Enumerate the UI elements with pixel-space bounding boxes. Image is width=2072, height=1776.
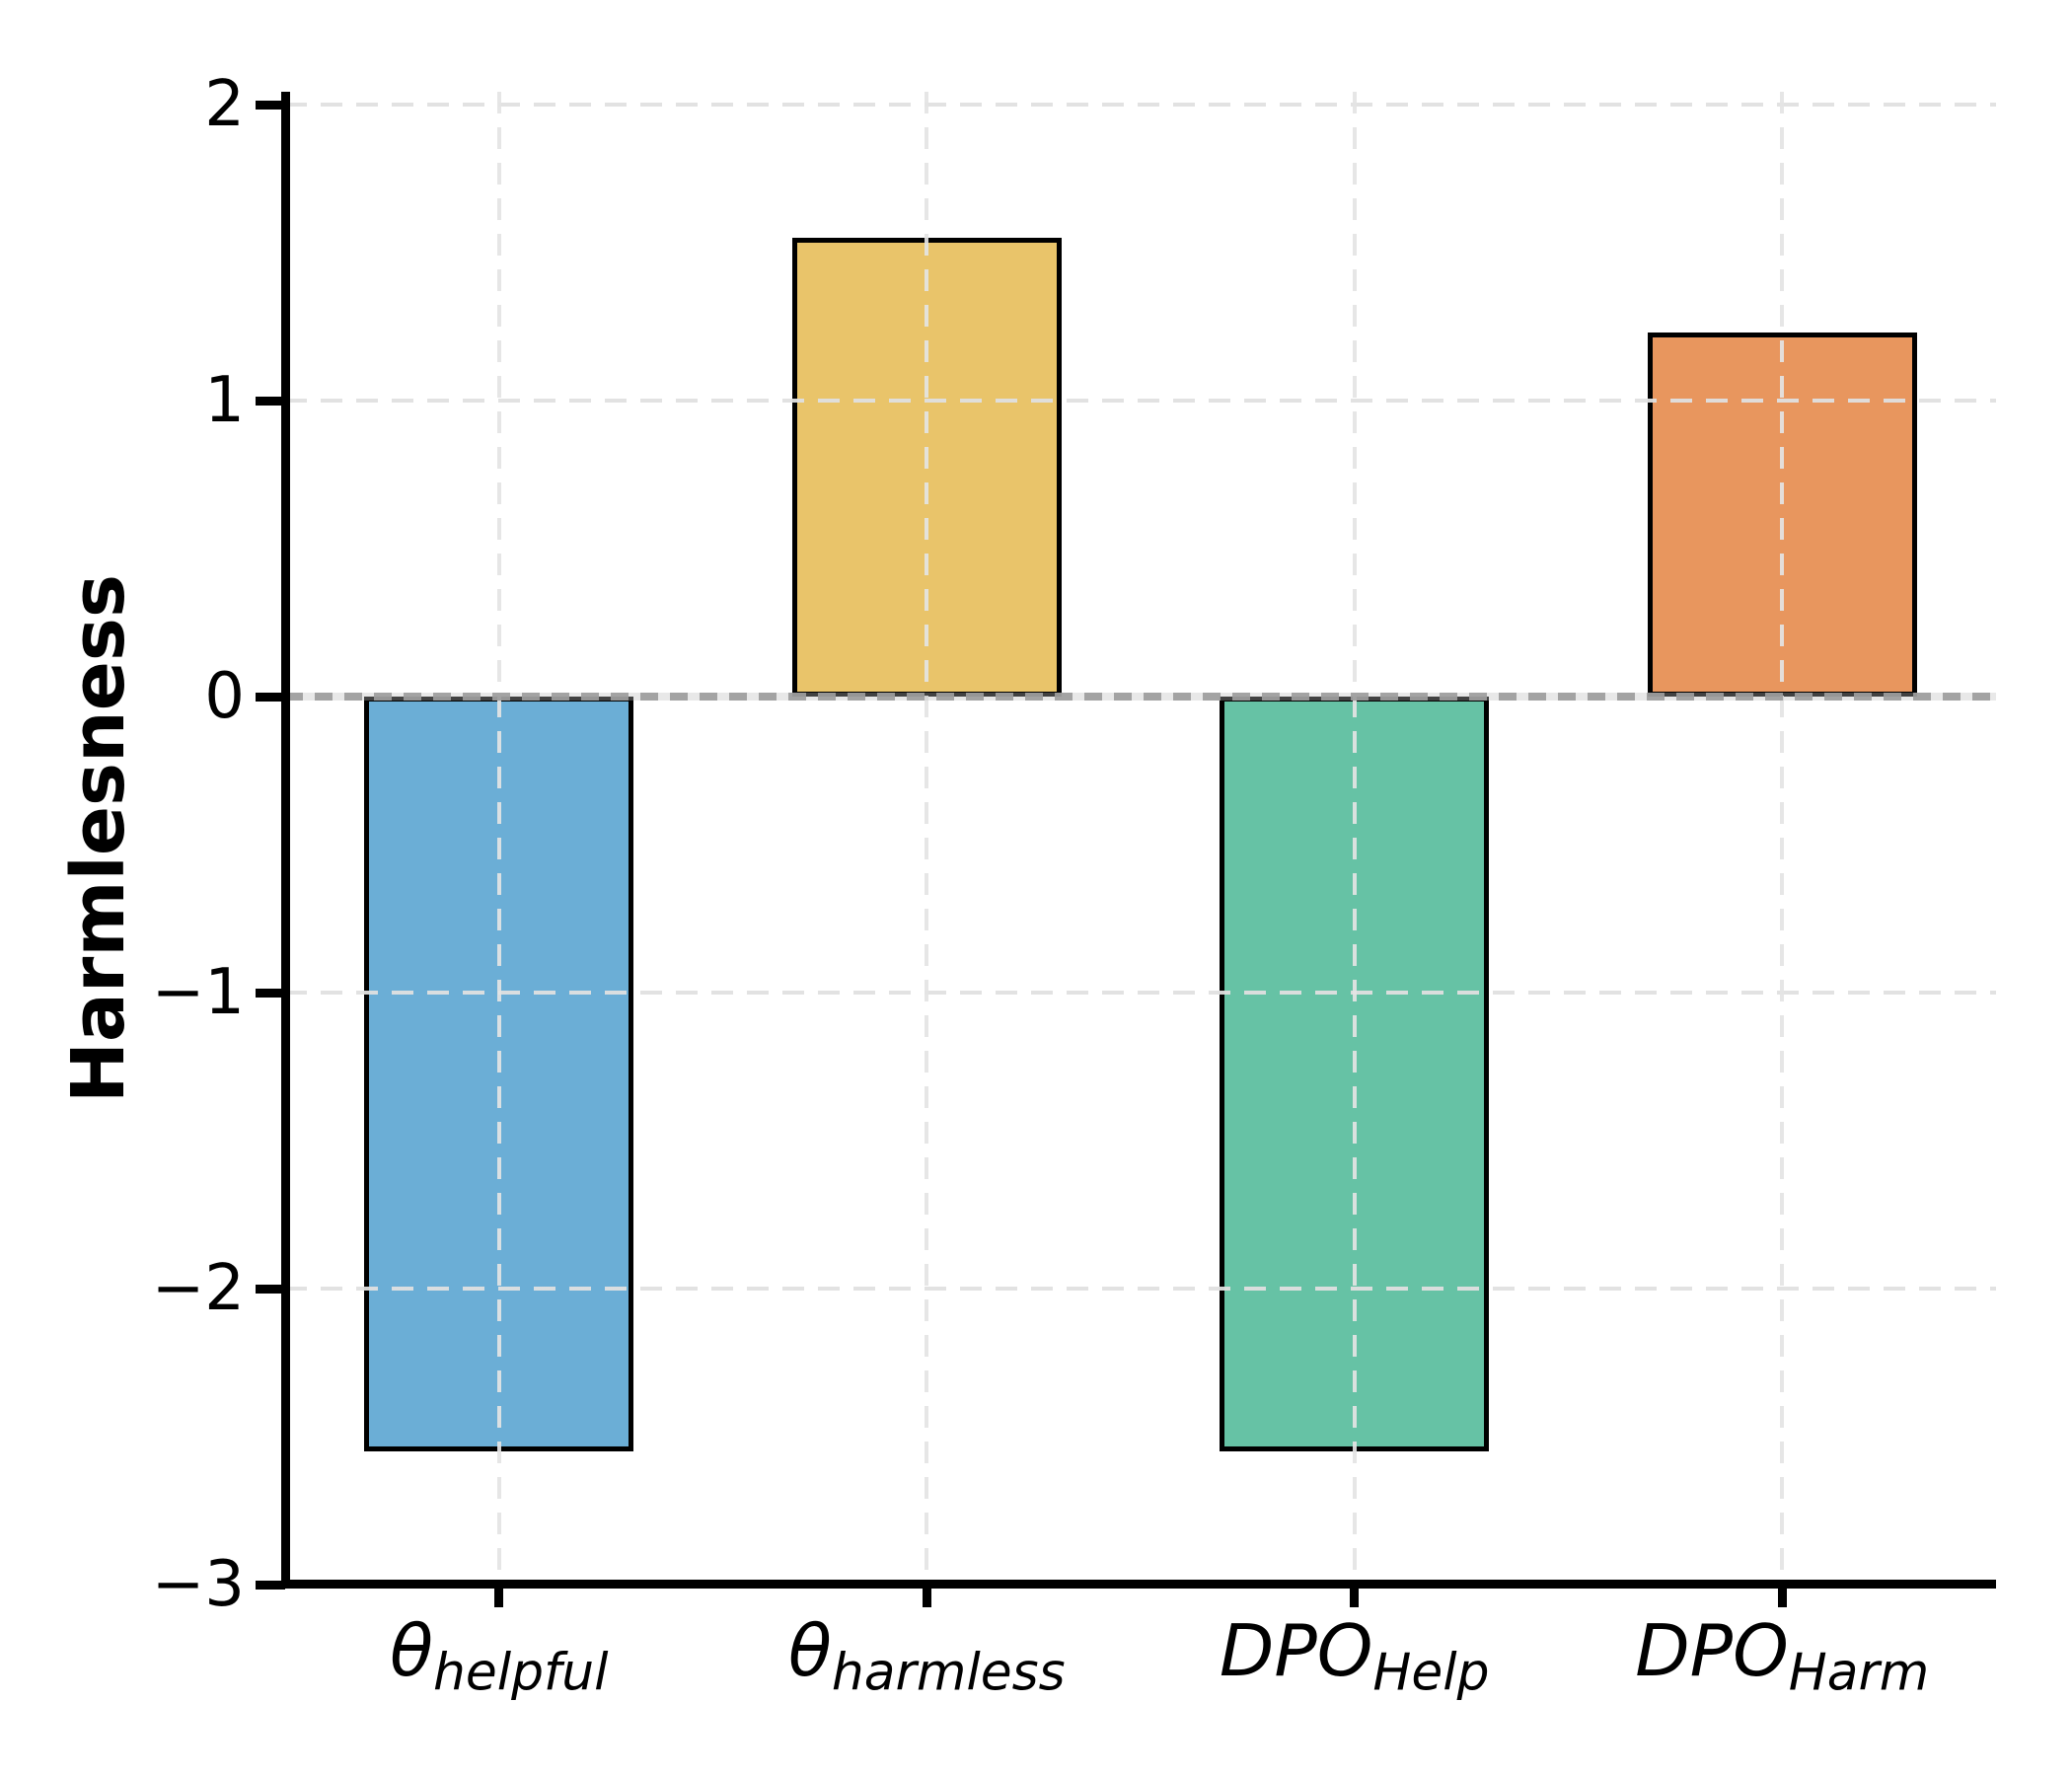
x-label-subscript: Harm (1788, 1643, 1930, 1703)
x-label-base: θ (787, 1609, 832, 1692)
y-axis-label: Harmlesness (56, 573, 141, 1104)
x-label-base: θ (389, 1609, 434, 1692)
v-gridline-DPO_Harm (1780, 92, 1785, 1584)
y-tick-0 (256, 692, 285, 702)
x-tick-label-DPO_Harm: DPOHarm (1476, 1606, 2072, 1718)
zero-line (285, 693, 1996, 701)
v-gridline-θ_harmless (925, 92, 929, 1584)
y-tick-2 (256, 100, 285, 110)
y-tick--1 (256, 988, 285, 998)
h-gridline-y1 (285, 399, 1996, 403)
h-gridline-y2 (285, 103, 1996, 107)
x-label-subscript: helpful (433, 1643, 609, 1703)
x-tick-label-θ_helpful: θhelpful (193, 1606, 805, 1718)
x-tick-DPO_Help (1350, 1584, 1360, 1607)
left-axis-spine (281, 92, 290, 1589)
y-tick--3 (256, 1580, 285, 1590)
x-label-base: DPO (1219, 1609, 1373, 1692)
y-tick-label-1: 1 (204, 364, 245, 437)
y-tick-label--3: −3 (151, 1548, 245, 1621)
x-label-subscript: Help (1372, 1643, 1490, 1703)
y-tick-label-0: 0 (204, 660, 245, 733)
y-tick-label--2: −2 (151, 1252, 245, 1325)
x-tick-DPO_Harm (1777, 1584, 1787, 1607)
y-tick-1 (256, 396, 285, 406)
plot-area (285, 92, 1996, 1584)
h-gridline-y-1 (285, 991, 1996, 995)
v-gridline-θ_helpful (496, 92, 501, 1584)
y-tick-label-2: 2 (204, 68, 245, 141)
x-tick-θ_harmless (922, 1584, 931, 1607)
h-gridline-y-2 (285, 1287, 1996, 1291)
y-tick--2 (256, 1284, 285, 1294)
x-tick-θ_helpful (494, 1584, 504, 1607)
y-tick-label--1: −1 (151, 956, 245, 1029)
v-gridline-DPO_Help (1352, 92, 1357, 1584)
x-tick-label-DPO_Help: DPOHelp (1049, 1606, 1661, 1718)
x-label-base: DPO (1635, 1609, 1789, 1692)
bottom-axis-spine (281, 1580, 1996, 1589)
x-label-subscript: harmless (831, 1643, 1066, 1703)
x-tick-label-θ_harmless: θharmless (621, 1606, 1232, 1718)
